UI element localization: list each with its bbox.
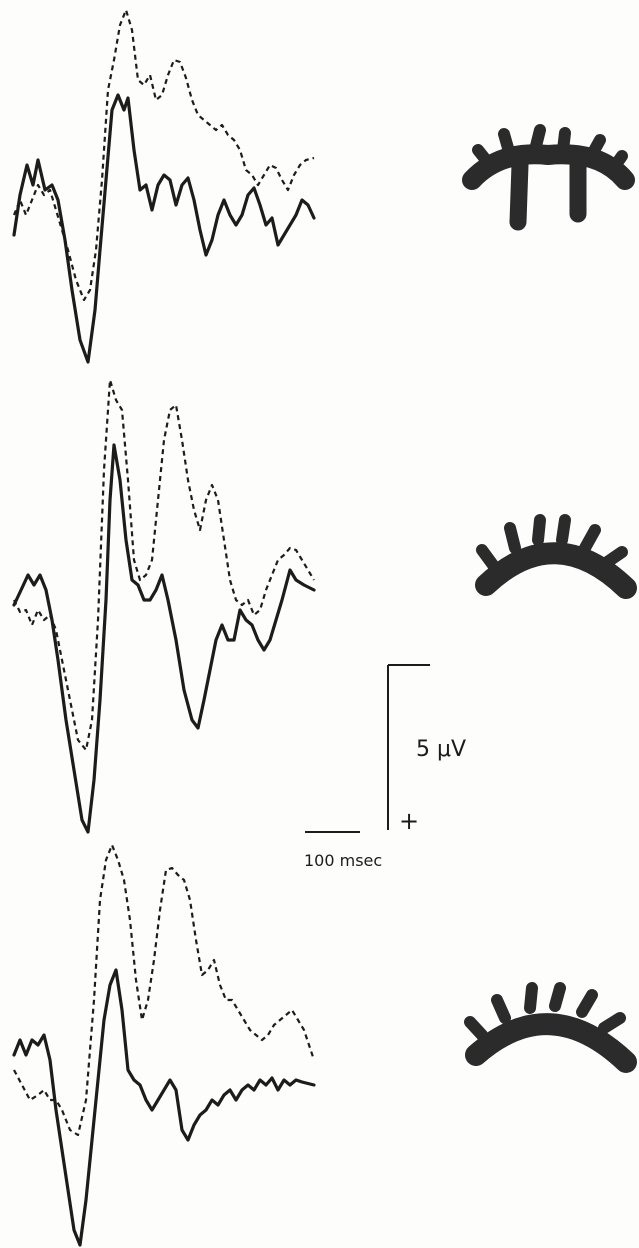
stimulus-shape-1	[472, 130, 625, 222]
stimulus-shape-3	[470, 988, 626, 1062]
dashed-waveform	[14, 10, 314, 300]
waveform-panel-2	[14, 380, 314, 832]
polarity-label: +	[399, 807, 419, 835]
dashed-waveform	[14, 380, 314, 750]
time-label: 100 msec	[304, 851, 382, 870]
scale-bar: 5 μV + 100 msec	[304, 665, 466, 870]
amplitude-label: 5 μV	[416, 737, 466, 762]
waveform-panel-1	[14, 10, 314, 362]
stimulus-shape-2	[482, 520, 626, 588]
solid-waveform	[14, 95, 314, 362]
solid-waveform	[14, 445, 314, 832]
waveform-panel-3	[14, 845, 314, 1245]
figure: 5 μV + 100 msec	[0, 0, 639, 1248]
solid-waveform	[14, 970, 314, 1245]
